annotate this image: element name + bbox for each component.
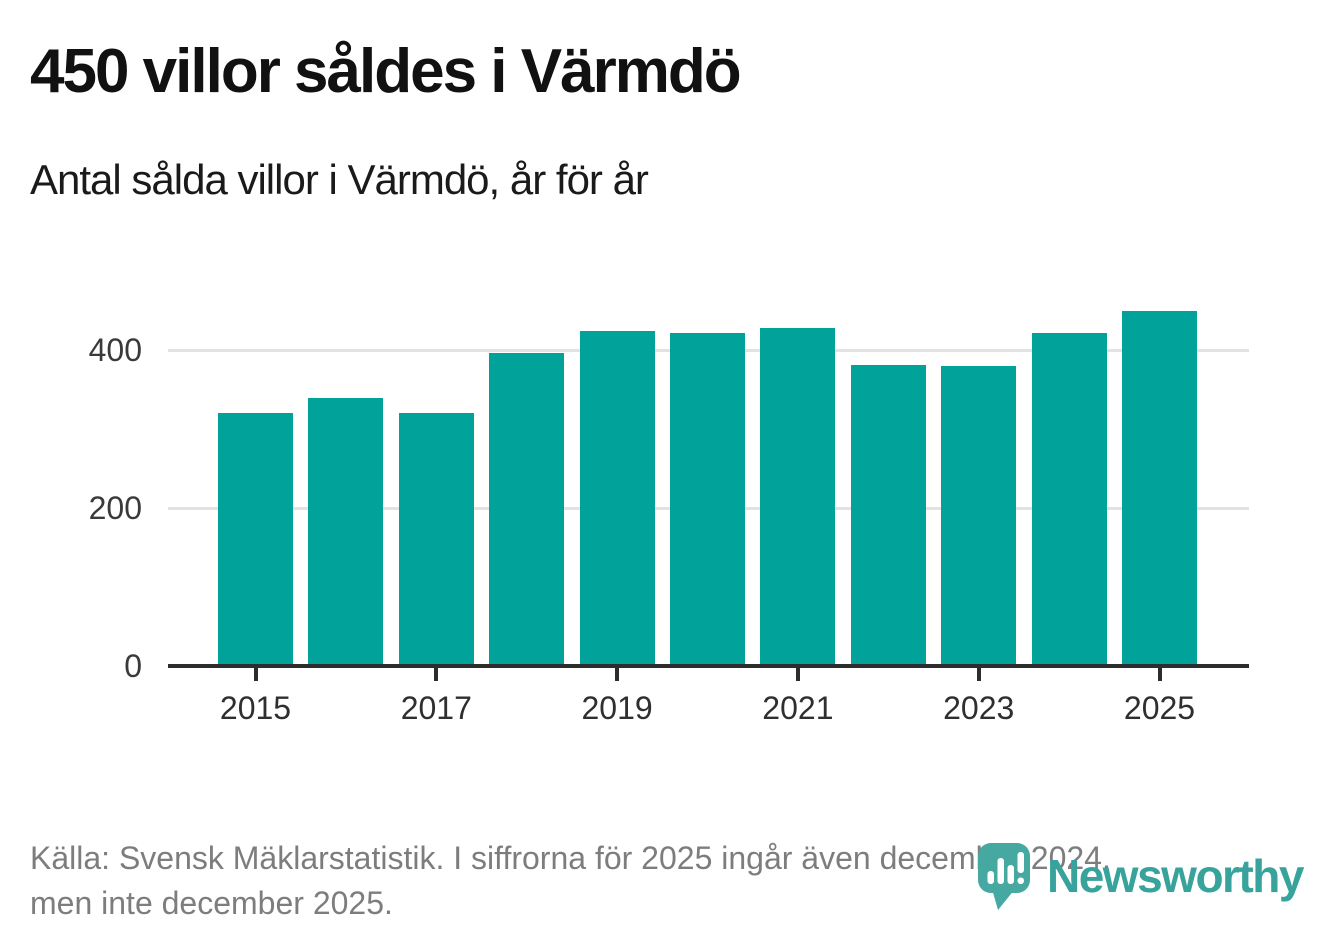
bar-2022 <box>850 365 926 666</box>
x-axis-label-2019: 2019 <box>581 690 653 726</box>
newsworthy-wordmark: Newsworthy <box>1047 850 1304 902</box>
bar-2018 <box>489 353 565 666</box>
x-axis-label-2015: 2015 <box>219 690 292 726</box>
y-axis-label-200: 200 <box>88 490 142 526</box>
bar-2019 <box>579 331 655 666</box>
bar-2015 <box>218 413 293 666</box>
x-axis-line <box>168 664 1249 668</box>
bar-2021 <box>760 327 836 666</box>
x-axis-label-2025: 2025 <box>1123 690 1196 726</box>
x-axis-label-2021: 2021 <box>762 690 834 726</box>
chart-title: 450 villor såldes i Värmdö <box>30 37 742 106</box>
bar-2020 <box>670 332 745 666</box>
source-note: Källa: Svensk Mäklarstatistik. I siffror… <box>30 836 1111 926</box>
newsworthy-logo[interactable]: Newsworthy <box>977 841 1304 911</box>
x-tick-2015 <box>253 668 258 681</box>
bar-2025 <box>1122 310 1197 666</box>
source-line-2: men inte december 2025. <box>30 885 393 921</box>
chart-subtitle: Antal sålda villor i Värmdö, år för år <box>30 156 649 203</box>
bar-2017 <box>398 413 474 666</box>
source-line-1: Källa: Svensk Mäklarstatistik. I siffror… <box>30 840 1111 876</box>
x-tick-2023 <box>976 668 981 681</box>
x-tick-2017 <box>434 668 439 681</box>
x-tick-2025 <box>1157 668 1162 681</box>
x-tick-2021 <box>795 668 800 681</box>
x-tick-2019 <box>615 668 620 681</box>
y-axis-label-0: 0 <box>124 648 142 684</box>
x-axis-label-2023: 2023 <box>943 690 1015 726</box>
bar-2016 <box>308 398 384 666</box>
bar-2023 <box>941 365 1017 666</box>
x-axis-label-2017: 2017 <box>400 690 472 726</box>
y-axis-label-400: 400 <box>88 332 142 368</box>
newsworthy-bubble-chart-icon <box>978 843 1030 910</box>
bar-2024 <box>1031 332 1107 666</box>
